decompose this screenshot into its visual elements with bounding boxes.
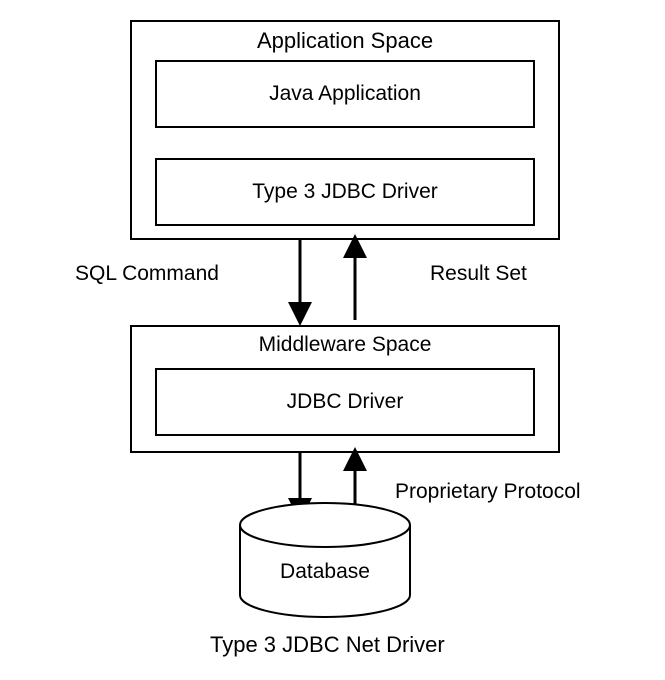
- database-cylinder: [240, 503, 410, 617]
- java-application-label: Java Application: [269, 82, 421, 106]
- middleware-space-title: Middleware Space: [259, 333, 432, 357]
- diagram-caption: Type 3 JDBC Net Driver: [210, 632, 445, 658]
- database-label: Database: [280, 560, 370, 583]
- type3-driver-label: Type 3 JDBC Driver: [252, 180, 438, 204]
- jdbc-driver-label: JDBC Driver: [287, 390, 404, 414]
- proprietary-protocol-label: Proprietary Protocol: [395, 480, 581, 504]
- type3-driver-box: Type 3 JDBC Driver: [155, 158, 535, 226]
- jdbc-driver-box: JDBC Driver: [155, 368, 535, 436]
- java-application-box: Java Application: [155, 60, 535, 128]
- result-set-label: Result Set: [430, 262, 527, 286]
- sql-command-label: SQL Command: [75, 262, 219, 286]
- application-space-title: Application Space: [257, 28, 433, 54]
